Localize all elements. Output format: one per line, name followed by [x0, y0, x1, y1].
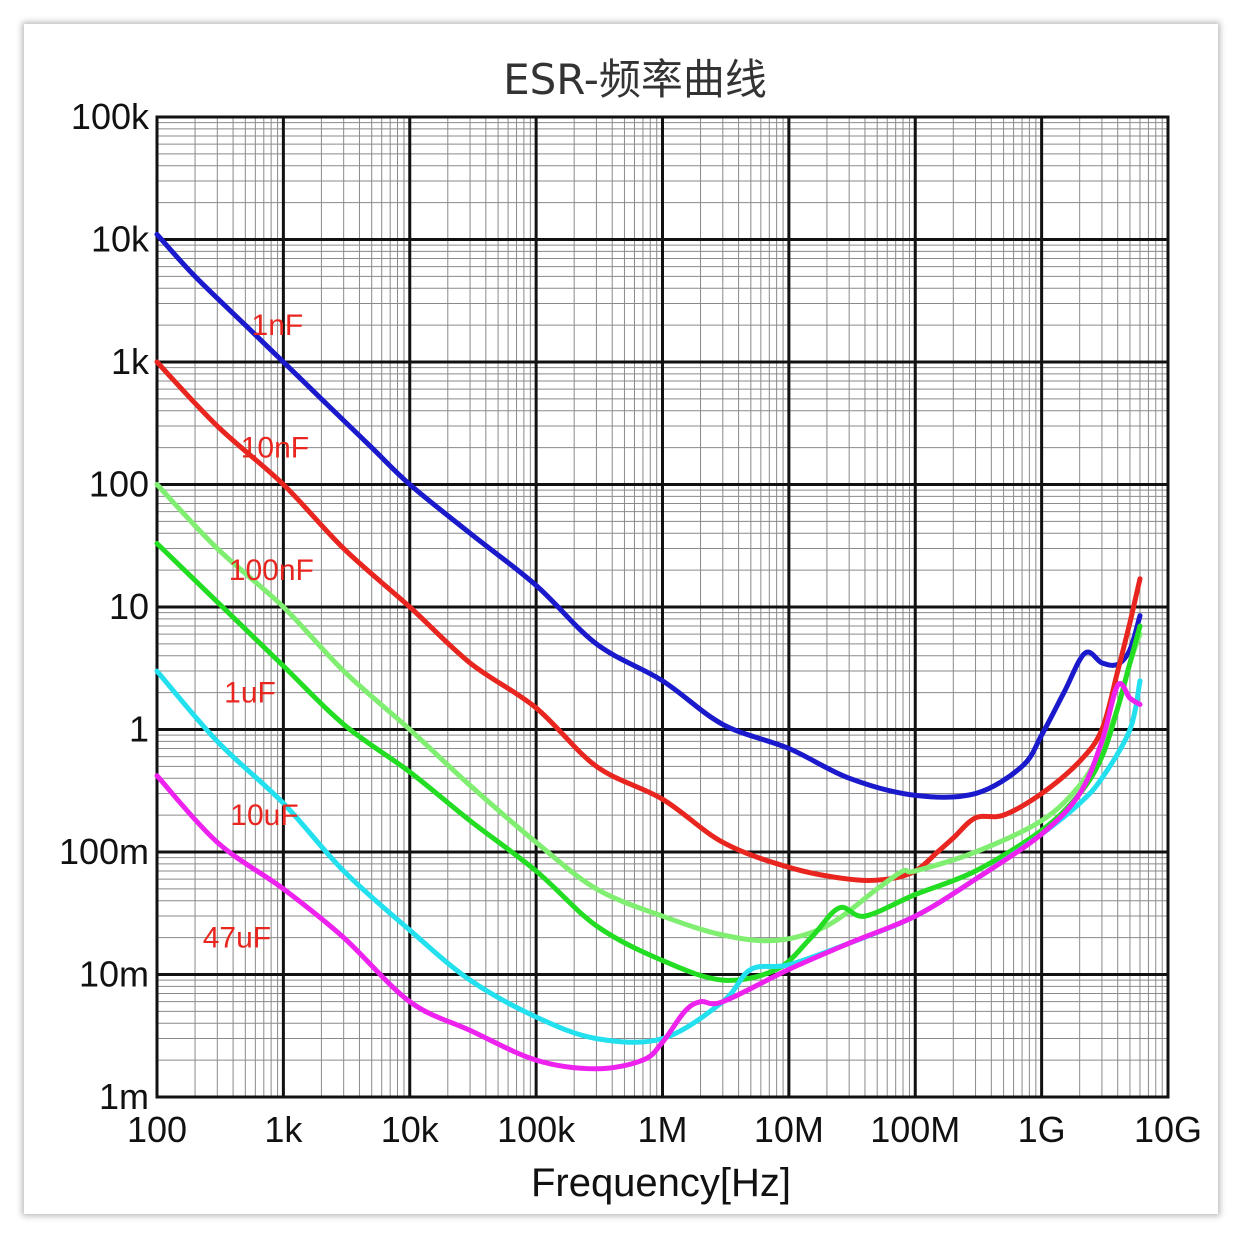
y-tick-label: 100m	[59, 831, 149, 872]
y-tick-label: 1m	[99, 1076, 149, 1117]
y-tick-label: 1	[129, 709, 149, 750]
x-tick-label: 100k	[497, 1109, 576, 1150]
x-tick-label: 1M	[637, 1109, 687, 1150]
y-tick-label: 10k	[91, 219, 150, 260]
y-tick-label: 100	[89, 464, 149, 505]
series-label-100nF: 100nF	[229, 554, 314, 587]
series-label-1nF: 1nF	[252, 309, 304, 342]
x-tick-label: 1G	[1018, 1109, 1066, 1150]
series-label-47uF: 47uF	[203, 922, 271, 955]
series-line-100nF	[154, 482, 1143, 944]
series-line-10nF	[154, 359, 1143, 883]
series-line-47uF	[154, 681, 1143, 1072]
series-line-1nF	[154, 231, 1143, 800]
y-tick-label: 10	[109, 586, 149, 627]
chart-frame: ESR-频率曲线 1nF 10nF 100nF 1uF 10uF 47uF 100 1k 10…	[24, 24, 1218, 1214]
x-axis-title: Frequency[Hz]	[531, 1161, 791, 1205]
y-tick-labels: 100k 10k 1k 100 10 1 100m 10m 1m	[59, 96, 150, 1117]
series-labels: 1nF 10nF 100nF 1uF 10uF 47uF	[203, 309, 314, 955]
x-tick-labels: 100 1k 10k 100k 1M 10M 100M 1G 10G	[127, 1109, 1202, 1150]
x-tick-label: 10M	[754, 1109, 824, 1150]
series-label-10nF: 10nF	[241, 432, 309, 465]
x-tick-label: 10G	[1134, 1109, 1202, 1150]
x-tick-label: 1k	[264, 1109, 303, 1150]
x-tick-label: 100	[127, 1109, 187, 1150]
series-line-1uF	[154, 541, 1143, 983]
x-tick-label: 100M	[870, 1109, 960, 1150]
y-tick-label: 1k	[111, 341, 150, 382]
x-tick-label: 10k	[381, 1109, 440, 1150]
chart-title: ESR-频率曲线	[503, 55, 767, 104]
series-label-1uF: 1uF	[224, 677, 276, 710]
y-tick-label: 10m	[79, 954, 149, 995]
grid-major	[155, 115, 1170, 1099]
y-tick-label: 100k	[71, 96, 150, 137]
series-layer	[154, 231, 1143, 1072]
series-label-10uF: 10uF	[230, 799, 298, 832]
plot-border	[155, 115, 1170, 1099]
